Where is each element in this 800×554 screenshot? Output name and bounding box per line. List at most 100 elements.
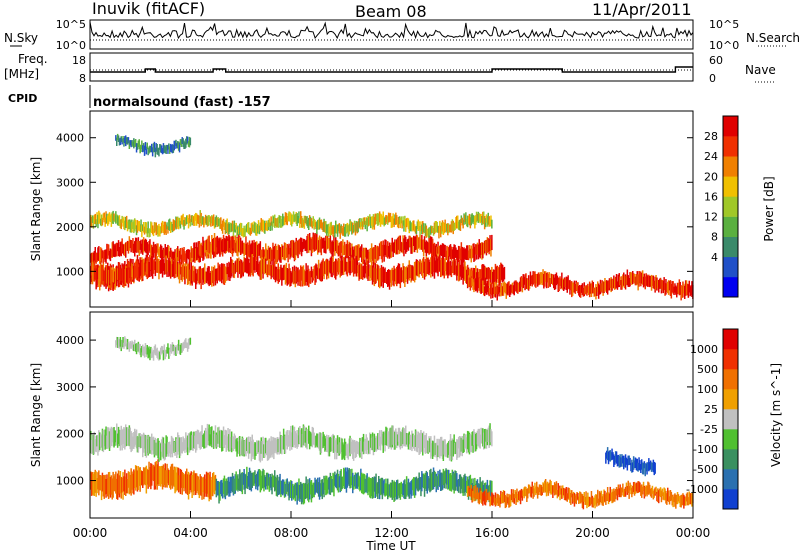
heatmap-cell	[150, 244, 152, 258]
heatmap-cell	[311, 271, 314, 283]
heatmap-cell	[407, 218, 410, 230]
heatmap-cell	[216, 481, 218, 496]
heatmap-cell	[193, 270, 195, 283]
heatmap-cell	[238, 478, 240, 491]
heatmap-cell	[283, 264, 286, 280]
heatmap-cell	[196, 269, 199, 281]
heatmap-cell	[199, 432, 201, 450]
heatmap-cell	[290, 213, 292, 226]
heatmap-cell	[197, 241, 200, 259]
heatmap-cell	[208, 474, 210, 502]
heatmap-cell	[508, 281, 510, 294]
heatmap-cell	[206, 238, 209, 252]
heatmap-cell	[407, 264, 410, 280]
heatmap-cell	[357, 442, 359, 454]
heatmap-cell	[178, 475, 181, 491]
heatmap-cell	[467, 431, 470, 453]
heatmap-cell	[524, 274, 526, 291]
heatmap-cell	[667, 281, 669, 294]
heatmap-cell	[607, 492, 610, 505]
heatmap-cell	[386, 271, 388, 285]
heatmap-cell	[644, 276, 646, 290]
heatmap-cell	[138, 467, 140, 486]
heatmap-cell	[335, 239, 338, 254]
heatmap-cell	[126, 137, 129, 145]
heatmap-cell	[144, 467, 147, 486]
heatmap-cell	[377, 246, 379, 261]
heatmap-cell	[128, 140, 131, 149]
heatmap-cell	[482, 242, 484, 259]
heatmap-cell	[436, 476, 438, 489]
heatmap-cell	[504, 282, 507, 294]
heatmap-cell	[392, 425, 394, 445]
heatmap-cell	[228, 234, 230, 253]
heatmap-cell	[368, 476, 370, 492]
heatmap-cell	[287, 268, 289, 285]
heatmap-cell	[355, 440, 358, 457]
heatmap-cell	[439, 220, 441, 234]
heatmap-cell	[451, 438, 454, 461]
heatmap-cell	[462, 477, 464, 496]
heatmap-cell	[217, 262, 219, 281]
heatmap-cell	[161, 436, 164, 457]
heatmap-cell	[398, 235, 401, 254]
heatmap-cell	[673, 286, 675, 295]
heatmap-cell	[550, 481, 552, 495]
heatmap-cell	[604, 278, 606, 292]
heatmap-cell	[247, 244, 250, 257]
heatmap-cell	[180, 343, 183, 353]
heatmap-cell	[137, 341, 140, 352]
heatmap-cell	[151, 147, 154, 157]
heatmap-cell	[649, 460, 652, 470]
heatmap-cell	[487, 267, 489, 288]
heatmap-cell	[240, 223, 243, 237]
heatmap-cell	[441, 440, 444, 459]
heatmap-cell	[472, 243, 474, 258]
heatmap-cell	[324, 261, 326, 274]
heatmap-cell	[680, 494, 682, 508]
heatmap-cell	[201, 477, 203, 500]
heatmap-cell	[179, 262, 182, 275]
y-tick-label: 1000	[56, 265, 84, 278]
heatmap-cell	[128, 343, 131, 352]
heatmap-cell	[690, 493, 692, 505]
heatmap-cell	[396, 434, 399, 446]
heatmap-cell	[310, 480, 313, 503]
heatmap-cell	[291, 483, 294, 499]
heatmap-cell	[400, 216, 402, 224]
heatmap-cell	[206, 423, 209, 446]
heatmap-cell	[375, 473, 377, 495]
heatmap-cell	[471, 277, 473, 287]
heatmap-cell	[336, 240, 339, 255]
heatmap-cell	[212, 214, 215, 226]
heatmap-cell	[536, 273, 539, 287]
heatmap-cell	[182, 138, 184, 147]
heatmap-cell	[299, 238, 301, 255]
heatmap-cell	[681, 494, 683, 506]
heatmap-cell	[478, 428, 480, 448]
heatmap-cell	[394, 239, 396, 254]
heatmap-cell	[547, 274, 550, 288]
noise-left-tick-top: 10^5	[56, 18, 86, 31]
heatmap-cell	[360, 263, 362, 280]
heatmap-cell	[142, 259, 144, 280]
heatmap-cell	[381, 477, 384, 500]
heatmap-cell	[466, 430, 469, 450]
heatmap-cell	[147, 256, 149, 278]
heatmap-cell	[296, 430, 298, 449]
heatmap-cell	[152, 436, 155, 455]
heatmap-cell	[352, 472, 354, 494]
heatmap-cell	[173, 140, 175, 151]
heatmap-cell	[196, 247, 199, 257]
heatmap-cell	[439, 439, 441, 459]
heatmap-cell	[378, 430, 381, 447]
heatmap-cell	[491, 431, 493, 447]
heatmap-cell	[497, 284, 499, 295]
heatmap-cell	[416, 479, 419, 491]
heatmap-cell	[415, 259, 418, 276]
heatmap-cell	[359, 218, 361, 228]
heatmap-cell	[140, 219, 142, 232]
heatmap-cell	[127, 219, 130, 230]
heatmap-cell	[469, 488, 472, 497]
heatmap-cell	[192, 472, 194, 492]
